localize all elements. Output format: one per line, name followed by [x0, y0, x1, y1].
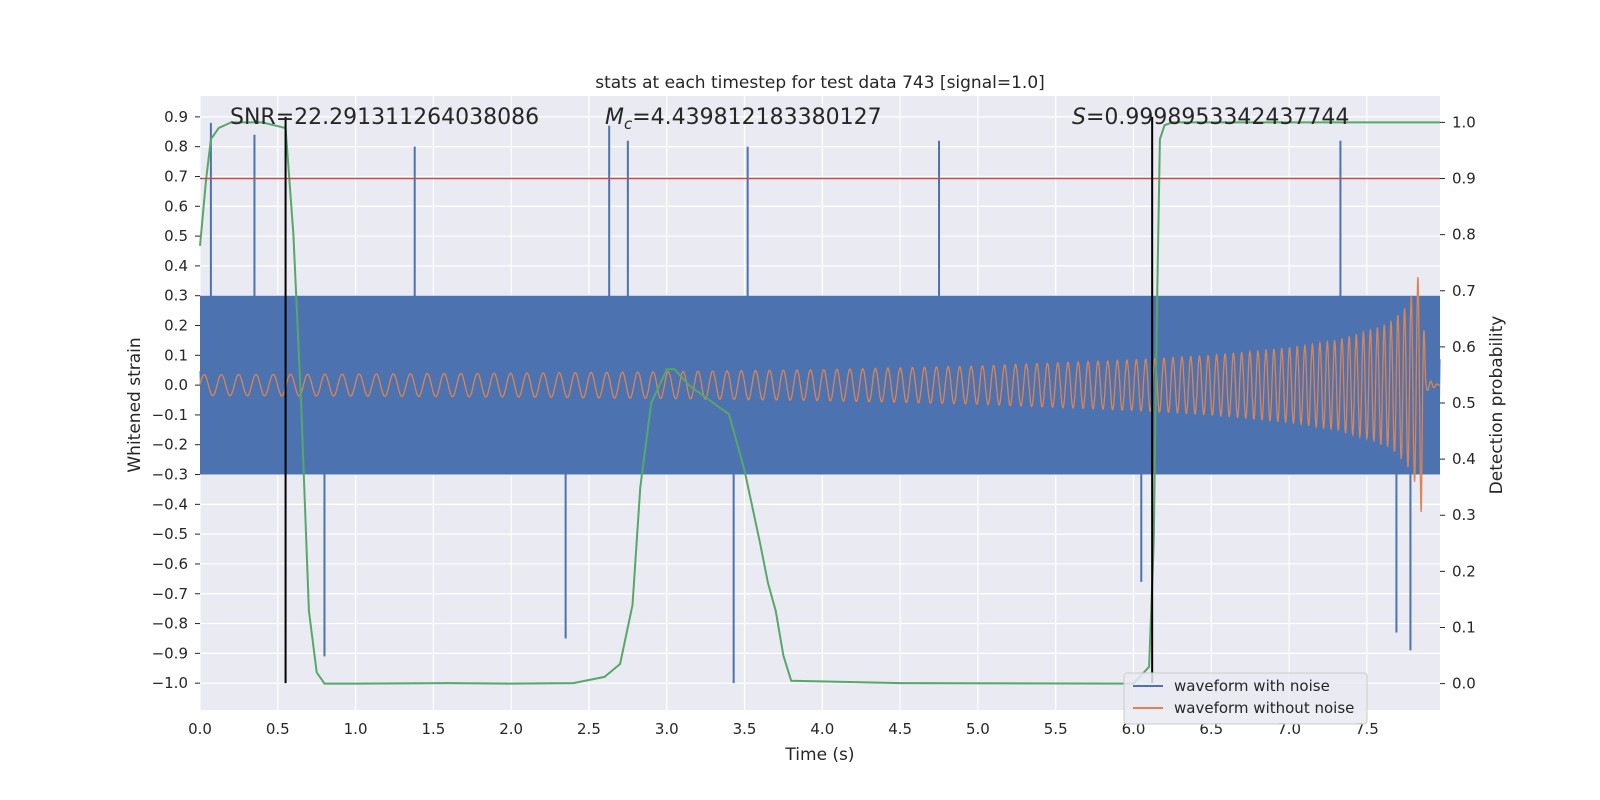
- mc-value: =4.439812183380127: [632, 105, 881, 130]
- s-annotation: S=0.9998953342437744: [1072, 105, 1349, 130]
- x-tick-label: 1.0: [344, 720, 368, 738]
- y-right-tick-label: 0.4: [1452, 450, 1476, 468]
- y-left-tick-label: −0.3: [152, 466, 188, 484]
- x-tick-label: 5.0: [966, 720, 990, 738]
- y-right-tick-label: 0.8: [1452, 226, 1476, 244]
- x-tick-label: 4.0: [810, 720, 834, 738]
- x-tick-label: 5.5: [1044, 720, 1068, 738]
- x-tick-label: 4.5: [888, 720, 912, 738]
- legend: waveform with noise waveform without noi…: [1123, 672, 1368, 725]
- mc-annotation: Mc=4.439812183380127: [605, 105, 882, 133]
- y-left-tick-label: −0.2: [152, 436, 188, 454]
- y-right-tick-label: 0.2: [1452, 562, 1476, 580]
- y-right-tick-label: 0.5: [1452, 394, 1476, 412]
- y-right-tick-label: 1.0: [1452, 113, 1476, 131]
- s-symbol: S: [1072, 105, 1086, 130]
- series-waveform-without-noise: [199, 276, 1441, 513]
- y-left-tick-label: 0.2: [164, 317, 188, 335]
- y-left-tick-label: 0.1: [164, 346, 188, 364]
- y-left-tick-label: 0.4: [164, 257, 188, 275]
- y-left-tick-label: −0.8: [152, 615, 188, 633]
- y-right-tick-label: 0.0: [1452, 675, 1476, 693]
- y-left-tick-label: 0.8: [164, 138, 188, 156]
- y-left-tick-label: −0.7: [152, 585, 188, 603]
- x-tick-label: 2.5: [577, 720, 601, 738]
- event-markers: [284, 116, 1154, 684]
- legend-box: [1123, 672, 1368, 725]
- x-tick-label: 1.5: [421, 720, 445, 738]
- mc-subscript: c: [624, 115, 633, 133]
- y-left-tick-label: 0.9: [164, 108, 188, 126]
- axis-ticks: 0.0 0.5 1.0 1.5 2.0 2.5 3.0 3.5 4.0 4.5 5.0 5.5 6.0 6…: [152, 108, 1476, 738]
- y-left-tick-label: −0.9: [152, 644, 188, 662]
- clean-trace: [199, 276, 1441, 513]
- chart-title: stats at each timestep for test data 743…: [595, 73, 1045, 93]
- y-left-tick-label: −0.5: [152, 525, 188, 543]
- y-right-tick-label: 0.9: [1452, 170, 1476, 188]
- y-left-tick-label: 0.6: [164, 197, 188, 215]
- legend-label-noise: waveform with noise: [1174, 677, 1330, 695]
- y-right-tick-label: 0.6: [1452, 338, 1476, 356]
- y-left-tick-label: −0.4: [152, 495, 188, 513]
- y-axis-right-label: Detection probability: [1487, 316, 1507, 495]
- y-left-tick-label: 0.3: [164, 287, 188, 305]
- x-tick-label: 2.0: [499, 720, 523, 738]
- y-right-tick-label: 0.3: [1452, 506, 1476, 524]
- x-tick-label: 3.5: [733, 720, 757, 738]
- snr-annotation: SNR=22.291311264038086: [230, 105, 539, 130]
- legend-label-clean: waveform without noise: [1174, 699, 1354, 717]
- x-axis-label: Time (s): [784, 745, 854, 765]
- y-left-tick-label: 0.5: [164, 227, 188, 245]
- s-value: =0.9998953342437744: [1086, 105, 1349, 130]
- mc-symbol: M: [605, 105, 624, 130]
- y-left-tick-label: −1.0: [152, 674, 188, 692]
- y-left-tick-label: 0.0: [164, 376, 188, 394]
- y-right-tick-label: 0.1: [1452, 618, 1476, 636]
- y-axis-left-label: Whitened strain: [125, 337, 145, 472]
- x-tick-label: 0.0: [188, 720, 212, 738]
- y-left-tick-label: −0.6: [152, 555, 188, 573]
- x-tick-label: 3.0: [655, 720, 679, 738]
- y-left-tick-label: 0.7: [164, 167, 188, 185]
- y-right-tick-label: 0.7: [1452, 282, 1476, 300]
- y-left-tick-label: −0.1: [152, 406, 188, 424]
- series-detection-probability: [199, 121, 1440, 685]
- probability-trace: [199, 121, 1440, 685]
- x-tick-label: 0.5: [266, 720, 290, 738]
